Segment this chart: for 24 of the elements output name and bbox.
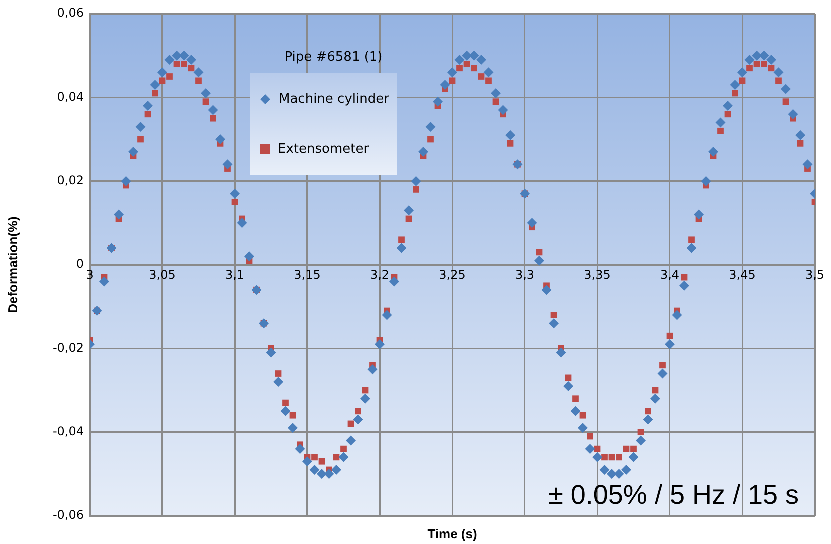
y-tick-label: -0,06 [52, 508, 84, 522]
x-tick-label: 3,2 [370, 268, 390, 282]
y-tick-label: -0,04 [52, 424, 84, 438]
x-tick-label: 3,3 [515, 268, 535, 282]
x-axis-title: Time (s) [428, 526, 478, 542]
x-tick-label: 3,15 [294, 268, 321, 282]
y-tick-label: 0 [76, 257, 84, 272]
x-tick-label: 3,05 [149, 268, 176, 282]
x-tick-label: 3,1 [225, 268, 245, 282]
y-tick-label: 0,02 [57, 173, 84, 188]
annotation: ± 0.05% / 5 Hz / 15 s [548, 480, 799, 510]
x-tick-label: 3,5 [805, 268, 825, 282]
legend-label: Extensometer [278, 142, 370, 156]
legend-label: Machine cylinder [279, 92, 390, 106]
x-tick-label: 3,35 [584, 268, 611, 282]
y-tick-label: -0,02 [52, 340, 84, 355]
x-tick-label: 3,4 [660, 268, 680, 282]
y-axis-title: Deformation(%) [5, 216, 20, 314]
y-tick-label: 0,06 [57, 6, 84, 20]
x-tick-label: 3,25 [439, 268, 466, 282]
x-tick-label: 3,45 [729, 268, 756, 282]
y-tick-label: 0,04 [57, 90, 84, 104]
x-tick-label: 3 [86, 268, 94, 282]
legend-title: Pipe #6581 (1) [284, 50, 384, 65]
